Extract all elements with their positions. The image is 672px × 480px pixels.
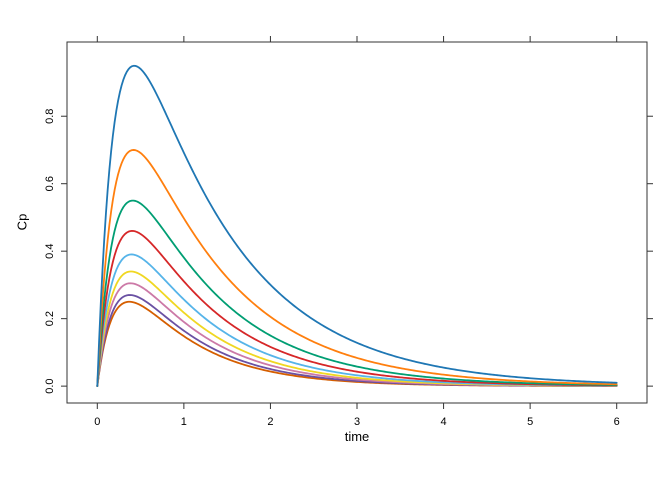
x-tick-label: 4: [441, 416, 447, 428]
series-curve-1: [96, 64, 618, 388]
y-axis-title: Cp: [14, 213, 30, 231]
x-tick-label: 3: [354, 416, 360, 428]
y-tick-label: 0.2: [44, 311, 56, 326]
y-tick-label: 0.8: [44, 109, 56, 124]
x-tick-label: 5: [527, 416, 533, 428]
x-tick-label: 6: [614, 416, 620, 428]
x-tick-label: 0: [94, 416, 100, 428]
series-curve-4: [96, 230, 618, 388]
y-tick-label: 0.6: [44, 176, 56, 191]
x-tick-label: 2: [267, 416, 273, 428]
y-tick-label: 0.0: [44, 378, 56, 393]
x-axis-title: time: [344, 429, 370, 444]
panel-border: [66, 41, 648, 404]
series-curve-6: [96, 270, 618, 388]
x-tick-label: 1: [181, 416, 187, 428]
y-tick-label: 0.4: [44, 244, 56, 259]
series-curve-2: [96, 149, 618, 388]
series-curve-3: [96, 199, 618, 388]
series-curve-7: [96, 282, 618, 388]
